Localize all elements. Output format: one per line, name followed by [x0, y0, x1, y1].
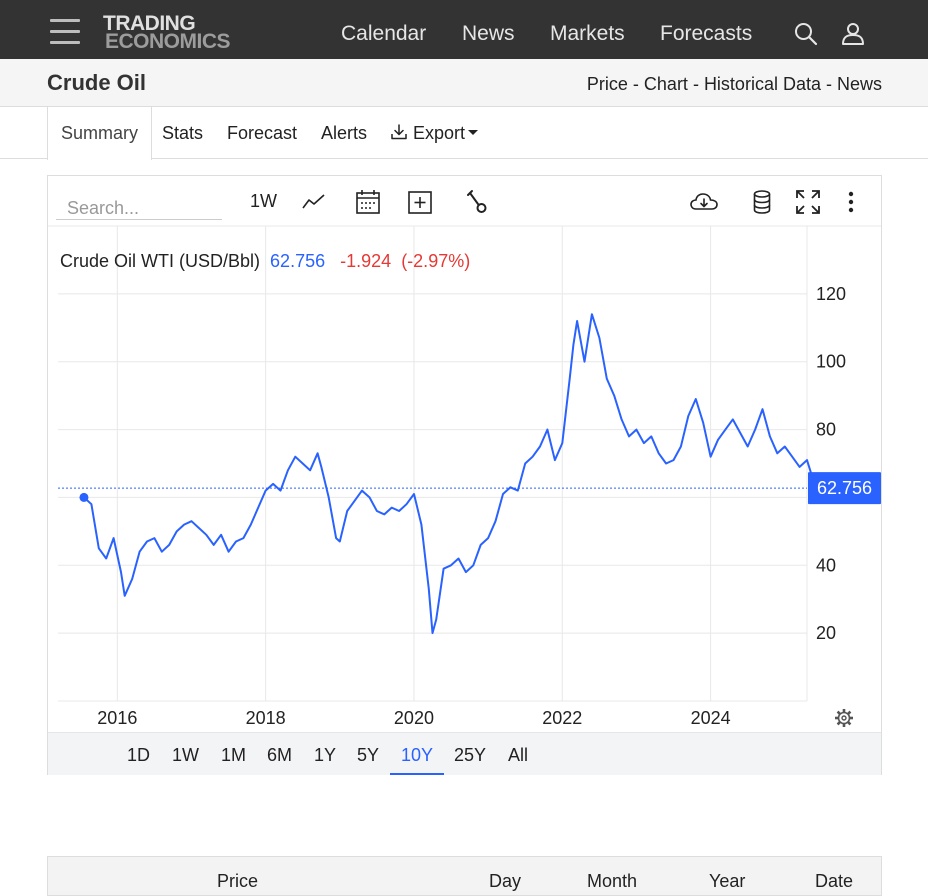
last-value-label: 62.756: [817, 478, 872, 498]
price-chart[interactable]: 20 40 80 100 120 2016 2018 2020 2022 2024 62.756…: [48, 176, 881, 732]
legend-series-name: Crude Oil WTI (USD/Bbl): [60, 251, 260, 271]
range-1d[interactable]: 1D: [127, 745, 151, 765]
nav-link-calendar[interactable]: Calendar: [341, 22, 427, 45]
cloud-download-icon[interactable]: [689, 188, 719, 216]
chart-settings-icon[interactable]: [835, 709, 853, 727]
series-line: [83, 313, 819, 635]
search-icon[interactable]: [793, 21, 819, 47]
legend-change: -1.924: [340, 251, 391, 271]
menu-icon[interactable]: [50, 19, 80, 44]
column-header-day: Day: [489, 871, 522, 891]
y-tick-label: 20: [816, 623, 836, 643]
title-link-separator: -: [692, 74, 699, 94]
user-icon[interactable]: [840, 21, 866, 47]
tab-alerts[interactable]: Alerts: [321, 123, 368, 143]
y-tick-label: 100: [816, 352, 846, 372]
column-header-price: Price: [217, 871, 259, 891]
tab-forecast[interactable]: Forecast: [227, 123, 298, 143]
x-tick-label: 2020: [394, 708, 434, 728]
title-link-news[interactable]: News: [836, 74, 882, 94]
series-start-marker: [79, 492, 89, 502]
title-link-separator: -: [825, 74, 832, 94]
range-all[interactable]: All: [508, 745, 529, 765]
title-link-historical-data[interactable]: Historical Data: [703, 74, 821, 94]
export-label: Export: [413, 123, 466, 143]
add-indicator-icon[interactable]: [406, 188, 434, 216]
tab-export[interactable]: Export: [390, 107, 479, 159]
column-header-date: Date: [815, 871, 854, 891]
range-1y[interactable]: 1Y: [314, 745, 337, 765]
title-link-price[interactable]: Price: [586, 74, 628, 94]
y-tick-label: 80: [816, 420, 836, 440]
range-5y[interactable]: 5Y: [357, 745, 380, 765]
logo-line-1: TRADING: [103, 12, 196, 35]
range-10y[interactable]: 10Y: [401, 745, 434, 765]
title-link-chart[interactable]: Chart: [643, 74, 688, 94]
fullscreen-icon[interactable]: [794, 188, 822, 216]
chart-panel: 1W 20 40 80 100 120: [47, 175, 882, 775]
y-tick-label: 40: [816, 555, 836, 575]
last-value-tag: 62.756: [808, 472, 881, 505]
x-tick-label: 2016: [97, 708, 137, 728]
title-bar: Crude Oil Price - Chart - Historical Data - Ne…: [0, 59, 928, 107]
tab-stats[interactable]: Stats: [162, 123, 204, 143]
chart-search: [56, 190, 222, 220]
x-tick-label: 2022: [542, 708, 582, 728]
legend-last-value: 62.756: [270, 251, 325, 271]
range-25y[interactable]: 25Y: [454, 745, 487, 765]
interval-selector[interactable]: 1W: [250, 191, 277, 211]
column-header-year: Year: [709, 871, 746, 891]
top-navigation-bar: TRADING ECONOMICS Calendar News Markets …: [0, 0, 928, 59]
wrench-icon[interactable]: [464, 188, 492, 216]
download-icon: [391, 124, 407, 140]
legend-change-percent: (-2.97%): [401, 251, 470, 271]
line-chart-icon[interactable]: [300, 188, 328, 216]
range-6m[interactable]: 6M: [267, 745, 293, 765]
active-range-indicator: [390, 773, 444, 775]
x-tick-label: 2024: [691, 708, 731, 728]
chevron-down-icon: [468, 130, 479, 136]
price-table-header: Price Day Month Year Date: [47, 856, 882, 896]
database-icon[interactable]: [748, 188, 776, 216]
y-tick-label: 120: [816, 284, 846, 304]
range-selector: 1D 1W 1M 6M 1Y 5Y 10Y 25Y All: [48, 732, 881, 775]
range-1w[interactable]: 1W: [172, 745, 199, 765]
logo-line-2: ECONOMICS: [105, 30, 231, 53]
title-link-separator: -: [632, 74, 639, 94]
logo[interactable]: TRADING ECONOMICS: [103, 13, 248, 53]
title-links: Price - Chart - Historical Data - News: [587, 74, 882, 95]
tab-bar: Summary Stats Forecast Alerts Export: [0, 107, 928, 160]
calendar-icon[interactable]: [354, 188, 382, 216]
nav-link-markets[interactable]: Markets: [550, 22, 625, 45]
nav-link-news[interactable]: News: [462, 22, 515, 45]
tab-summary[interactable]: Summary: [47, 107, 153, 160]
x-tick-label: 2018: [246, 708, 286, 728]
chart-search-input[interactable]: [56, 190, 222, 220]
page-title: Crude Oil: [47, 70, 147, 95]
column-header-month: Month: [587, 871, 638, 891]
more-options-icon[interactable]: [837, 188, 865, 216]
nav-link-forecasts[interactable]: Forecasts: [660, 22, 753, 45]
legend: Crude Oil WTI (USD/Bbl) 62.756 -1.924 (-…: [60, 251, 470, 271]
range-1m[interactable]: 1M: [221, 745, 247, 765]
